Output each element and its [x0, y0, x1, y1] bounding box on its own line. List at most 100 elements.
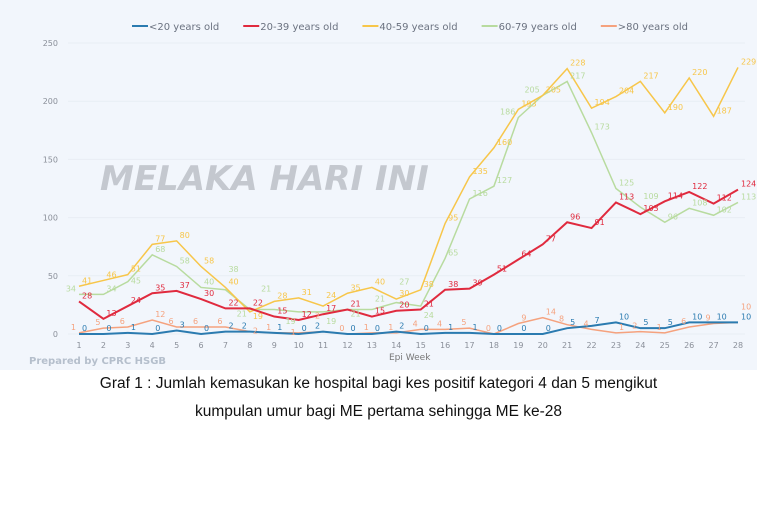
data-label: 229 — [741, 57, 756, 66]
data-label: 34 — [66, 284, 76, 293]
data-label: 0 — [155, 324, 160, 333]
y-tick-label: 200 — [43, 97, 58, 106]
data-label: 38 — [448, 280, 458, 289]
data-label: 45 — [131, 277, 141, 286]
data-label: 116 — [473, 189, 488, 198]
x-axis-label: Epi Week — [389, 353, 431, 363]
x-tick-label: 10 — [294, 341, 304, 350]
data-label: 20 — [399, 301, 409, 310]
legend-label-3: 60-79 years old — [499, 22, 577, 33]
data-label: 193 — [521, 99, 536, 108]
data-label: 160 — [497, 138, 512, 147]
data-label: 217 — [643, 71, 658, 80]
data-label: 19 — [326, 317, 336, 326]
x-tick-label: 12 — [342, 341, 352, 350]
x-tick-label: 15 — [416, 341, 426, 350]
data-label: 22 — [253, 298, 263, 307]
data-label: 12 — [155, 310, 165, 319]
data-label: 0 — [375, 324, 380, 333]
data-label: 4 — [413, 319, 418, 328]
data-label: 7 — [595, 316, 600, 325]
data-label: 0 — [486, 324, 491, 333]
series-line-0 — [79, 321, 738, 336]
data-label: 2 — [253, 327, 258, 336]
data-label: 51 — [131, 265, 141, 274]
data-label: 68 — [155, 245, 165, 254]
y-tick-label: 250 — [43, 39, 58, 48]
data-label: 21 — [261, 285, 271, 294]
data-label: 38 — [424, 280, 434, 289]
x-tick-label: 22 — [586, 341, 596, 350]
series-line-4 — [78, 316, 739, 335]
data-label: 5 — [668, 318, 673, 327]
data-label: 135 — [473, 167, 488, 176]
data-label: 5 — [570, 318, 575, 327]
data-label: 51 — [497, 265, 507, 274]
data-label: 5 — [461, 318, 466, 327]
data-label: 24 — [326, 291, 336, 300]
data-label: 1 — [277, 323, 282, 332]
data-label: 6 — [217, 317, 222, 326]
data-label: 125 — [619, 179, 634, 188]
data-label: 8 — [559, 315, 564, 324]
data-label: 0 — [339, 324, 344, 333]
data-label: 190 — [668, 103, 683, 112]
data-label: 28 — [277, 291, 287, 300]
x-tick-label: 2 — [101, 341, 106, 350]
data-label: 102 — [717, 205, 732, 214]
x-tick-label: 1 — [76, 341, 81, 350]
data-label: 40 — [375, 277, 385, 286]
x-tick-label: 14 — [391, 341, 401, 350]
data-label: 5 — [95, 318, 100, 327]
data-label: 10 — [717, 312, 727, 321]
data-label: 1 — [473, 323, 478, 332]
data-label: 113 — [741, 192, 756, 201]
data-label: 38 — [228, 265, 238, 274]
data-label: 39 — [473, 279, 483, 288]
data-label: 186 — [500, 107, 515, 116]
data-label: 2 — [315, 322, 320, 331]
data-label: 58 — [204, 256, 214, 265]
caption-line-2: kumpulan umur bagi ME pertama sehingga M… — [194, 403, 563, 420]
x-tick-label: 9 — [272, 341, 277, 350]
data-label: 40 — [204, 277, 214, 286]
data-label: 109 — [643, 192, 658, 201]
x-tick-label: 5 — [174, 341, 179, 350]
data-label: 108 — [692, 198, 707, 207]
data-label: 24 — [424, 311, 434, 320]
data-label: 122 — [692, 182, 707, 191]
data-label: 1 — [364, 323, 369, 332]
data-label: 10 — [619, 312, 629, 321]
x-tick-label: 20 — [538, 341, 548, 350]
data-label: 19 — [285, 317, 295, 326]
data-label: 58 — [180, 256, 190, 265]
data-label: 10 — [741, 312, 751, 321]
data-label: 80 — [180, 231, 190, 240]
data-label: 91 — [595, 218, 605, 227]
data-label: 6 — [120, 317, 125, 326]
data-label: 41 — [82, 276, 92, 285]
y-tick-label: 0 — [53, 330, 58, 339]
data-label: 205 — [546, 85, 561, 94]
data-label: 10 — [692, 312, 702, 321]
x-tick-label: 24 — [635, 341, 645, 350]
data-label: 4 — [583, 319, 588, 328]
data-label: 21 — [375, 295, 385, 304]
data-label: 96 — [570, 212, 580, 221]
data-label: 65 — [448, 248, 458, 257]
data-label: 40 — [228, 277, 238, 286]
data-label: 127 — [497, 176, 512, 185]
x-tick-label: 21 — [562, 341, 572, 350]
legend-label-4: >80 years old — [618, 22, 688, 33]
data-label: 220 — [692, 68, 707, 77]
x-tick-label: 11 — [318, 341, 328, 350]
data-label: 6 — [193, 317, 198, 326]
data-label: 37 — [180, 281, 190, 290]
data-label: 35 — [155, 283, 165, 292]
data-label: 30 — [204, 289, 214, 298]
data-label: 22 — [228, 298, 238, 307]
y-tick-label: 50 — [48, 272, 58, 281]
series-line-3 — [79, 80, 739, 313]
data-label: 2 — [228, 322, 233, 331]
